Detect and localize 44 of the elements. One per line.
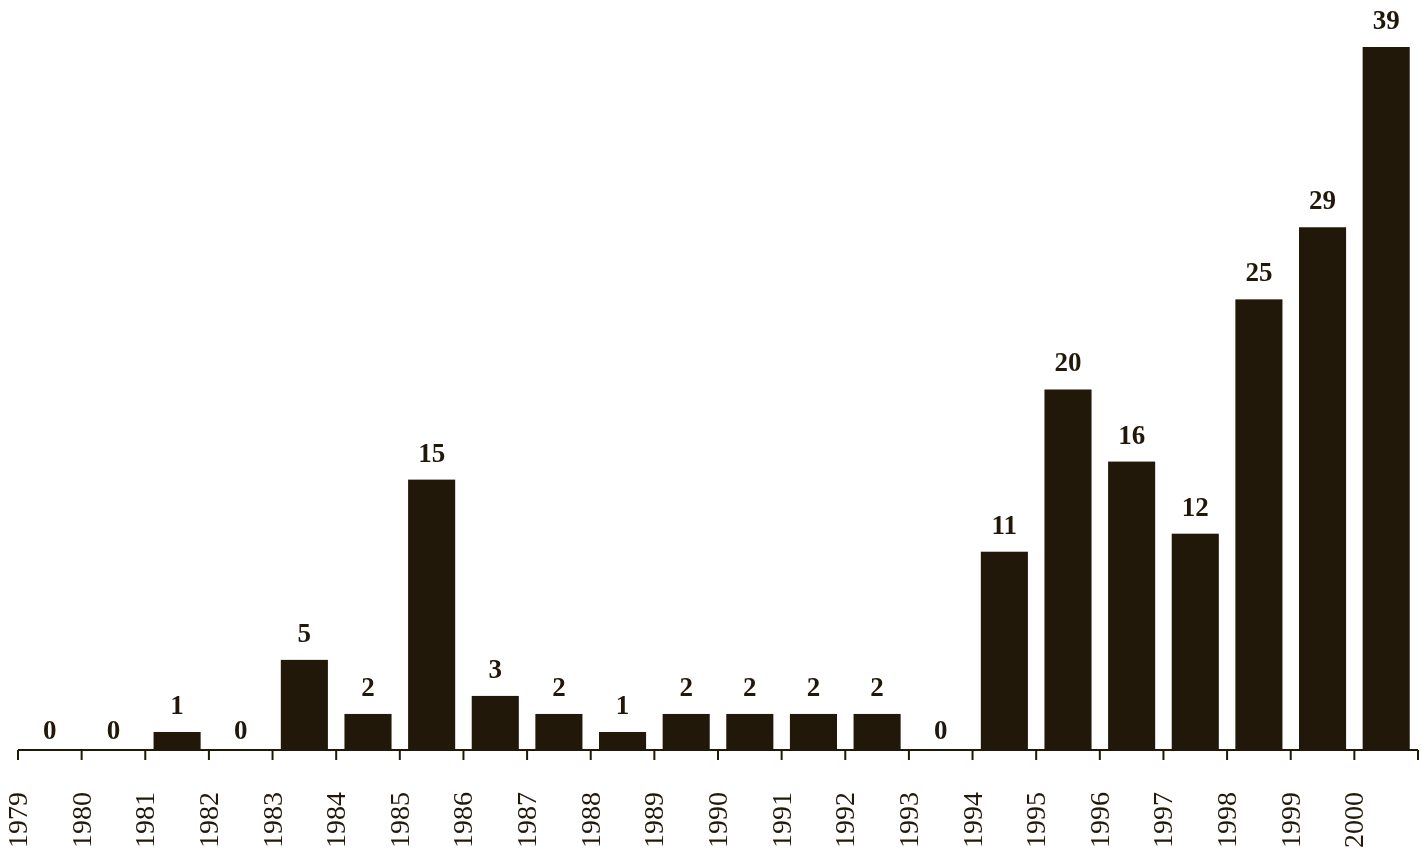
x-tick-label: 1989 (638, 792, 670, 848)
data-label: 16 (1118, 419, 1146, 450)
x-tick-label: 1999 (1274, 792, 1306, 848)
data-label: 2 (361, 671, 375, 702)
x-tick-label: 1982 (192, 792, 224, 848)
data-label: 0 (43, 715, 57, 745)
x-tick-label: 1985 (383, 792, 415, 848)
x-tick-label: 1981 (129, 792, 161, 848)
data-label: 5 (297, 617, 312, 648)
data-label: 1 (170, 689, 184, 720)
data-label: 29 (1309, 185, 1337, 216)
data-label: 2 (679, 671, 693, 702)
x-tick-label: 1992 (829, 792, 861, 848)
x-tick-label: 1980 (65, 792, 97, 848)
x-tick-label: 1983 (256, 792, 288, 848)
data-label: 2 (552, 671, 566, 702)
data-label: 0 (933, 715, 948, 745)
x-tick-label: 1986 (447, 792, 479, 848)
data-label: 2 (806, 671, 821, 702)
x-tick-label: 1994 (956, 792, 988, 848)
data-label: 39 (1372, 5, 1400, 35)
data-label: 11 (991, 509, 1018, 540)
x-tick-label: 1988 (574, 792, 606, 848)
x-tick-label: 1998 (1211, 792, 1243, 848)
x-tick-label: 1990 (702, 792, 733, 848)
x-tick-label: 1993 (892, 792, 924, 848)
data-label: 0 (106, 715, 121, 745)
x-tick-label: 1995 (1020, 792, 1052, 848)
data-label: 20 (1054, 347, 1082, 378)
x-tick-label: 1979 (2, 792, 33, 848)
data-label: 25 (1245, 257, 1273, 288)
x-tick-label: 1997 (1147, 792, 1179, 848)
data-label: 2 (870, 671, 884, 702)
x-tick-label: 2000 (1338, 792, 1370, 848)
x-tick-label: 1987 (511, 792, 543, 848)
x-tick-label: 1991 (765, 792, 797, 848)
data-label: 0 (233, 715, 248, 745)
data-label: 2 (743, 671, 757, 702)
data-label: 1 (615, 689, 630, 720)
x-tick-label: 1996 (1083, 792, 1115, 848)
data-label: 15 (418, 437, 446, 468)
x-tick-label: 1984 (320, 792, 352, 848)
data-label: 3 (488, 653, 503, 684)
data-label: 12 (1181, 491, 1209, 522)
